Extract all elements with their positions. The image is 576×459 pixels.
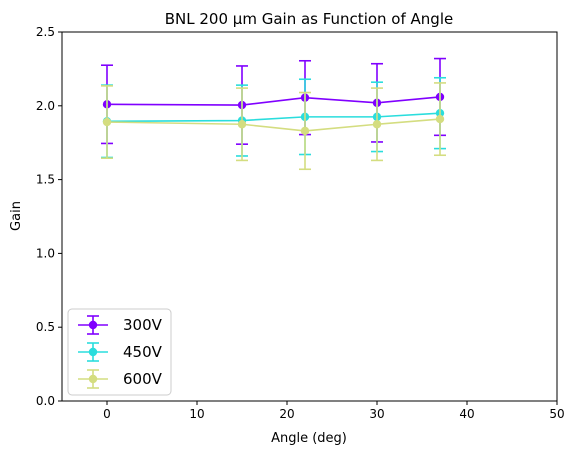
legend-item-300V: 300V (78, 315, 163, 335)
legend-marker (88, 320, 98, 330)
chart-title: BNL 200 µm Gain as Function of Angle (165, 10, 453, 28)
y-tick-label: 2.5 (36, 25, 55, 39)
y-tick-label: 1.5 (36, 173, 55, 187)
plot-layer (101, 57, 446, 171)
axes-layer: 0 10 20 30 40 50 0.0 0.5 1.0 1.5 2.0 2.5 (36, 25, 565, 421)
series-300V (101, 57, 446, 145)
data-point (435, 114, 445, 124)
legend-marker (88, 347, 98, 357)
y-tick-label: 0.0 (36, 394, 55, 408)
legend-item-600V: 600V (78, 369, 163, 389)
legend: 300V 450V 600V (67, 308, 172, 396)
legend-marker (88, 374, 98, 384)
series-600V (101, 82, 446, 171)
axes-frame (61, 31, 558, 402)
legend-label: 300V (123, 316, 163, 334)
x-tick-label: 20 (279, 407, 294, 421)
y-tick-label: 2.0 (36, 99, 55, 113)
x-tick-label: 50 (549, 407, 564, 421)
data-point (372, 120, 382, 129)
series-line (106, 112, 441, 123)
legend-label: 450V (123, 343, 163, 361)
y-axis-label: Gain (9, 201, 24, 231)
data-point (300, 126, 310, 136)
series-line (106, 96, 441, 106)
x-tick-label: 30 (369, 407, 384, 421)
y-tick-label: 1.0 (36, 246, 55, 260)
data-point (237, 120, 247, 129)
x-axis-label: Angle (deg) (271, 431, 347, 446)
legend-item-450V: 450V (78, 342, 163, 362)
series-450V (101, 76, 446, 159)
x-tick-label: 10 (189, 407, 204, 421)
data-point (102, 117, 112, 127)
x-tick-label: 40 (459, 407, 474, 421)
y-tick-label: 0.5 (36, 320, 55, 334)
legend-label: 600V (123, 370, 163, 388)
x-tick-label: 0 (103, 407, 111, 421)
